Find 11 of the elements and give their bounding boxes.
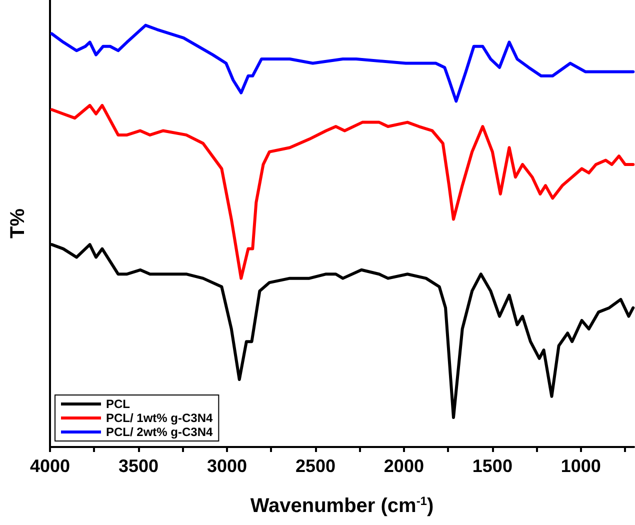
x-tick-label: 3500 (118, 456, 159, 476)
x-tick-label: 1000 (560, 456, 601, 476)
y-axis-title: T% (7, 208, 29, 238)
x-tick-label: 2500 (295, 456, 336, 476)
x-tick-label: 1500 (472, 456, 512, 476)
x-tick-label: 3000 (206, 456, 247, 476)
x-tick-label: 2000 (384, 456, 424, 476)
legend-label: PCL/ 1wt% g-C3N4 (106, 411, 214, 425)
x-tick-label: 4000 (30, 456, 70, 476)
legend-label: PCL (106, 397, 130, 411)
legend-label: PCL/ 2wt% g-C3N4 (106, 425, 214, 439)
